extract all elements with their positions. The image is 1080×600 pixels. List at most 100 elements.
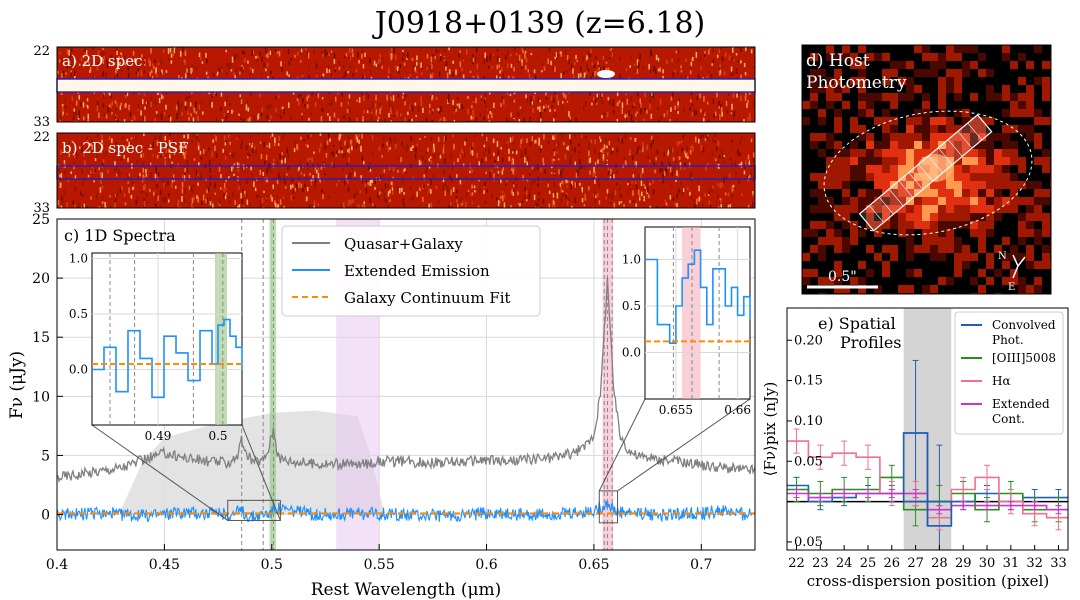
noise-streak [70,47,73,53]
noise-streak [140,154,142,158]
noise-streak [261,56,263,59]
noise-streak [627,191,629,196]
host-pixel [930,117,938,125]
host-pixel [994,213,1002,221]
noise-streak [485,157,487,162]
noise-streak [255,176,257,180]
noise-streak [721,56,724,62]
noise-streak [272,162,275,168]
host-pixel [818,109,826,117]
noise-streak [588,141,590,147]
noise-streak [371,135,374,141]
host-pixel [962,245,970,253]
host-pixel [986,277,994,285]
host-pixel [914,85,922,93]
noise-streak [105,151,107,157]
noise-streak [708,200,711,205]
noise-streak [160,155,162,159]
noise-streak [292,196,295,199]
noise-streak [581,134,583,138]
noise-streak [180,50,182,57]
noise-streak [553,148,555,153]
noise-streak [390,55,392,61]
noise-streak [156,154,159,159]
noise-streak [209,167,211,173]
xtick-label: 0.65 [578,557,609,573]
noise-streak [752,193,754,196]
slit-tick [967,122,983,141]
noise-streak [412,194,415,201]
noise-streak [363,109,365,114]
noise-streak [150,147,153,150]
host-pixel [1034,261,1042,269]
noise-streak [409,147,412,152]
noise-streak [601,115,603,119]
noise-streak [513,47,516,51]
noise-streak [142,162,144,166]
host-pixel [874,285,882,293]
noise-streak [187,167,189,173]
noise-streak [143,133,145,137]
noise-streak [601,175,604,178]
noise-streak [431,64,433,70]
noise-streak [354,171,356,177]
noise-streak [447,97,450,103]
inset-series-extended [92,318,243,399]
noise-streak [200,171,203,176]
noise-streak [97,101,99,106]
noise-streak [570,63,573,67]
host-pixel [826,221,834,229]
noise-streak [712,185,714,189]
noise-streak [270,50,273,55]
panel-b-background [57,133,755,208]
noise-streak [429,65,432,70]
noise-streak [187,67,190,73]
host-pixel [1002,205,1010,213]
noise-streak [190,186,192,191]
noise-streak [241,198,243,204]
host-pixel [1034,181,1042,189]
noise-streak [438,71,441,77]
host-pixel [826,197,834,205]
noise-streak [568,111,570,117]
noise-streak [300,167,302,171]
noise-streak [692,56,694,61]
e-xtick-label: 24 [836,556,853,571]
noise-streak [533,180,536,184]
noise-streak [364,52,366,57]
host-pixel [922,149,930,157]
noise-streak [708,70,710,74]
noise-streak [712,137,714,142]
noise-streak [593,193,595,197]
host-pixel [1026,181,1034,189]
noise-streak [714,140,716,143]
noise-streak [450,189,452,196]
noise-streak [82,205,84,208]
noise-streak [402,146,405,150]
noise-streak [181,182,184,188]
noise-streak [649,67,652,74]
host-pixel [938,197,946,205]
noise-streak [574,182,577,188]
noise-streak [366,110,369,114]
host-pixel [906,229,914,237]
noise-streak [460,197,463,203]
noise-streak [418,159,421,166]
noise-streak [621,108,623,114]
host-pixel [842,173,850,181]
noise-streak [245,144,248,150]
noise-streak [287,166,289,170]
noise-streak [574,147,576,153]
noise-streak [60,205,63,208]
noise-streak [91,120,94,122]
noise-streak [227,134,230,138]
noise-streak [600,149,602,152]
noise-streak [662,173,664,178]
noise-streak [416,61,418,66]
noise-streak [240,192,242,199]
noise-streak [58,167,60,173]
noise-streak [510,53,512,57]
noise-streak [530,180,533,187]
noise-streak [120,172,122,175]
host-pixel [922,205,930,213]
